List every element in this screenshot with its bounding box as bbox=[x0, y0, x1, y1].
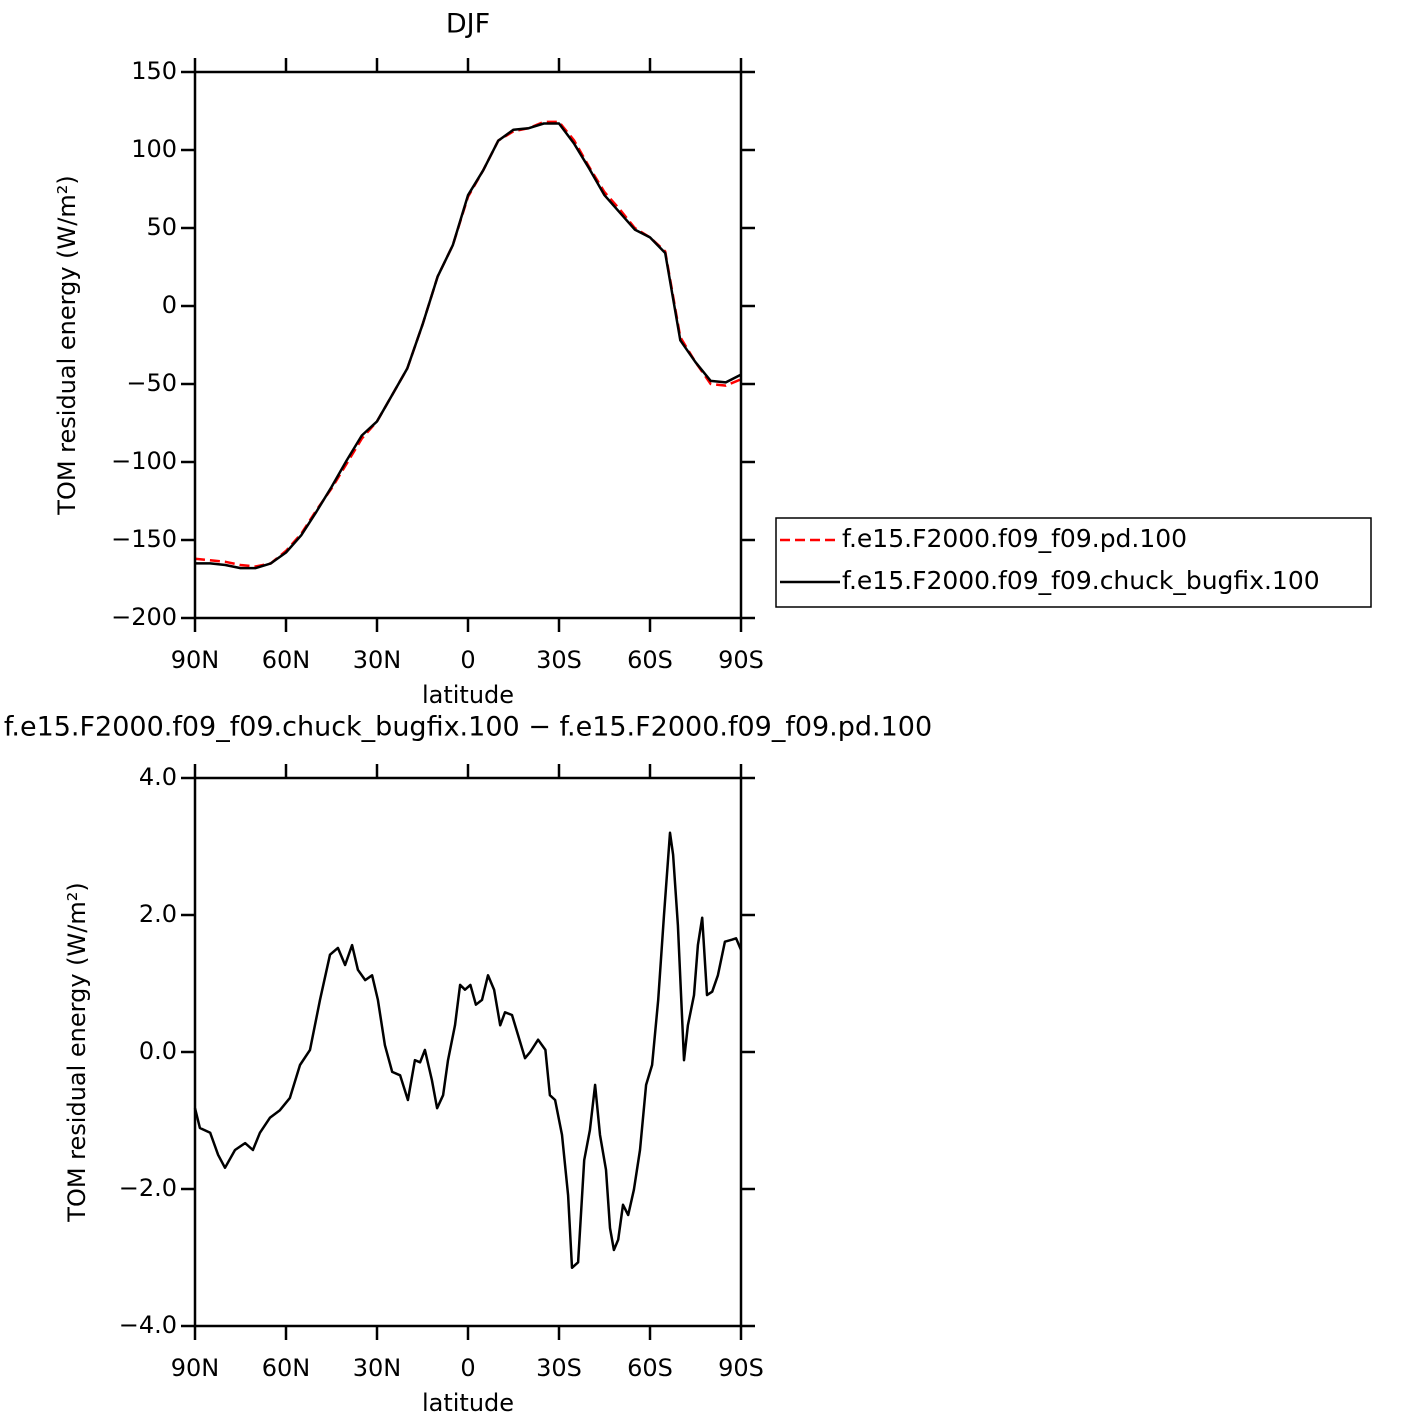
data-line bbox=[193, 831, 743, 1270]
y-tick-label: −150 bbox=[111, 525, 177, 553]
x-tick-label: 90N bbox=[171, 646, 220, 674]
legend-label: f.e15.F2000.f09_f09.chuck_bugfix.100 bbox=[842, 566, 1320, 595]
y-tick-label: 50 bbox=[146, 213, 177, 241]
y-tick-label: −2.0 bbox=[119, 1174, 177, 1202]
x-tick-label: 0 bbox=[460, 1354, 475, 1382]
plot-frame bbox=[193, 70, 743, 620]
x-tick-label: 60N bbox=[262, 1354, 311, 1382]
x-tick-label: 30N bbox=[353, 646, 402, 674]
x-tick-label: 60S bbox=[627, 1354, 673, 1382]
chart-title: DJF bbox=[446, 9, 490, 40]
y-tick-label: 4.0 bbox=[139, 763, 177, 791]
chart-title: f.e15.F2000.f09_f09.chuck_bugfix.100 − f… bbox=[4, 712, 932, 743]
x-tick-label: 60S bbox=[627, 646, 673, 674]
data-line bbox=[194, 120, 742, 568]
x-axis-label: latitude bbox=[422, 681, 514, 709]
x-tick-label: 60N bbox=[262, 646, 311, 674]
legend-box bbox=[775, 517, 1372, 608]
x-tick-label: 90S bbox=[718, 646, 764, 674]
x-tick-label: 90N bbox=[171, 1354, 220, 1382]
y-tick-label: −4.0 bbox=[119, 1311, 177, 1339]
x-tick-label: 30S bbox=[536, 646, 582, 674]
y-axis-label: TOM residual energy (W/m²) bbox=[53, 175, 81, 515]
y-tick-label: 2.0 bbox=[139, 900, 177, 928]
x-tick-label: 30N bbox=[353, 1354, 402, 1382]
x-tick-label: 90S bbox=[718, 1354, 764, 1382]
x-tick-label: 0 bbox=[460, 646, 475, 674]
y-tick-label: 100 bbox=[131, 135, 177, 163]
x-tick-label: 30S bbox=[536, 1354, 582, 1382]
y-tick-label: 0 bbox=[162, 291, 177, 319]
legend-label: f.e15.F2000.f09_f09.pd.100 bbox=[842, 524, 1187, 553]
x-axis-label: latitude bbox=[422, 1389, 514, 1417]
y-tick-label: −200 bbox=[111, 603, 177, 631]
data-line bbox=[195, 122, 742, 570]
plot-frame bbox=[193, 776, 743, 1328]
y-tick-label: −50 bbox=[126, 369, 177, 397]
y-tick-label: 0.0 bbox=[139, 1037, 177, 1065]
y-tick-label: −100 bbox=[111, 447, 177, 475]
y-tick-label: 150 bbox=[131, 57, 177, 85]
y-axis-label: TOM residual energy (W/m²) bbox=[63, 882, 91, 1222]
